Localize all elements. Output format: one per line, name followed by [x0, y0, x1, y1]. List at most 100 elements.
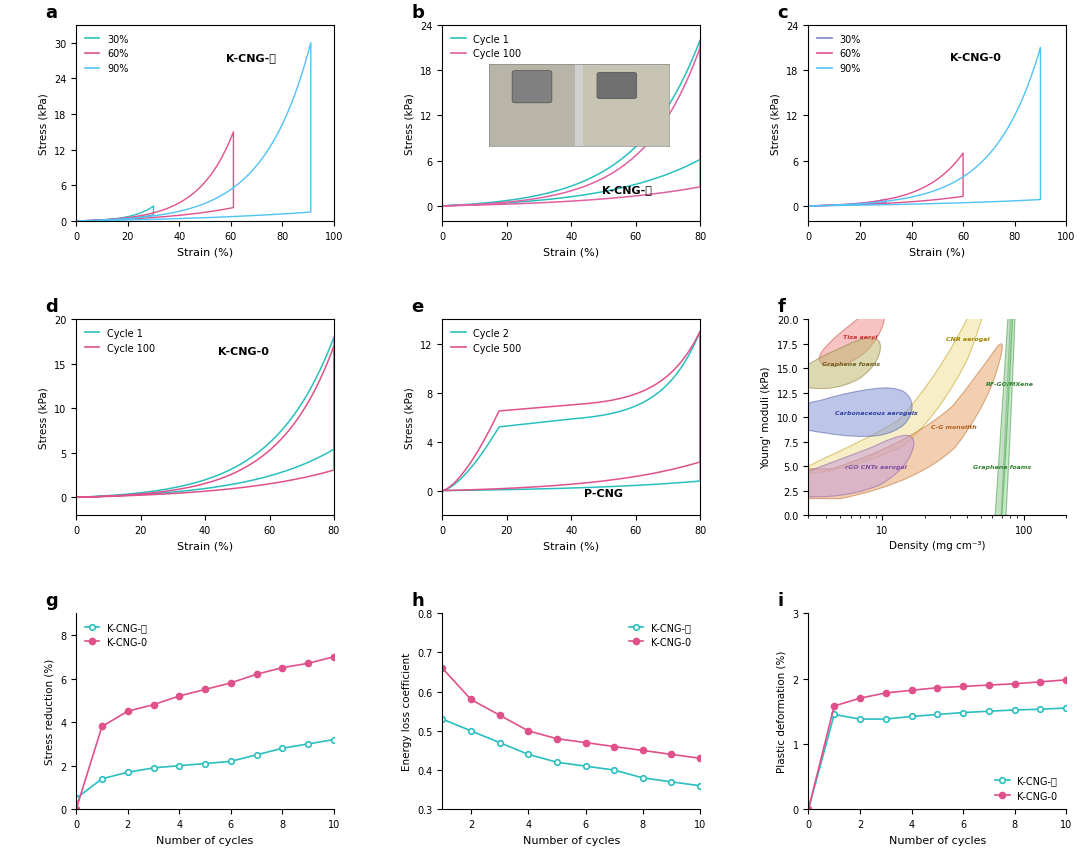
- K-CNG-電: [1060, 703, 1073, 713]
- Line: K-CNG-電: K-CNG-電: [805, 705, 1070, 812]
- Y-axis label: Stress (kPa): Stress (kPa): [38, 93, 49, 155]
- X-axis label: Strain (%): Strain (%): [910, 247, 965, 257]
- X-axis label: Strain (%): Strain (%): [543, 541, 599, 551]
- Ellipse shape: [996, 94, 1022, 673]
- Ellipse shape: [819, 308, 885, 367]
- Text: RF-GO/MXene: RF-GO/MXene: [986, 381, 1034, 386]
- Line: K-CNG-0: K-CNG-0: [73, 653, 337, 813]
- K-CNG-0: [931, 683, 944, 693]
- K-CNG-0: [956, 681, 969, 691]
- K-CNG-0: [636, 746, 650, 756]
- K-CNG-電: [636, 773, 650, 784]
- Y-axis label: Plastic deformation (%): Plastic deformation (%): [777, 650, 787, 772]
- K-CNG-電: [607, 765, 620, 775]
- Ellipse shape: [982, 198, 1017, 735]
- K-CNG-0: [522, 726, 535, 736]
- K-CNG-電: [301, 739, 314, 749]
- X-axis label: Strain (%): Strain (%): [177, 541, 233, 551]
- X-axis label: Number of cycles: Number of cycles: [522, 834, 620, 845]
- K-CNG-0: [693, 753, 706, 764]
- Text: CNR aerogel: CNR aerogel: [945, 337, 989, 342]
- Legend: K-CNG-電, K-CNG-0: K-CNG-電, K-CNG-0: [81, 618, 151, 651]
- Text: Graphene foams: Graphene foams: [821, 362, 880, 366]
- K-CNG-電: [879, 714, 892, 724]
- Text: Graphene foams: Graphene foams: [973, 464, 1030, 469]
- Text: ●: ●: [569, 102, 576, 108]
- X-axis label: Strain (%): Strain (%): [177, 247, 233, 257]
- Text: K-CNG-0: K-CNG-0: [950, 53, 1001, 63]
- Ellipse shape: [803, 205, 1007, 474]
- K-CNG-0: [879, 688, 892, 698]
- Legend: Cycle 1, Cycle 100: Cycle 1, Cycle 100: [447, 31, 526, 64]
- Text: d: d: [46, 298, 58, 316]
- K-CNG-0: [607, 741, 620, 752]
- X-axis label: Density (mg cm⁻³): Density (mg cm⁻³): [889, 541, 986, 551]
- K-CNG-0: [828, 701, 841, 711]
- Y-axis label: Stress (kPa): Stress (kPa): [38, 387, 49, 449]
- Text: c: c: [778, 4, 788, 22]
- K-CNG-0: [276, 663, 289, 673]
- K-CNG-電: [436, 714, 449, 724]
- Y-axis label: Energy loss coefficient: Energy loss coefficient: [401, 653, 411, 771]
- Text: K-CNG-電: K-CNG-電: [225, 53, 275, 63]
- Text: Carbonaceous aerogels: Carbonaceous aerogels: [834, 410, 917, 415]
- K-CNG-電: [1009, 705, 1022, 715]
- Y-axis label: Stress reduction (%): Stress reduction (%): [45, 659, 54, 765]
- Text: e: e: [411, 298, 423, 316]
- Text: K-CNG-電: K-CNG-電: [602, 184, 652, 195]
- K-CNG-0: [173, 691, 186, 702]
- K-CNG-0: [493, 710, 506, 721]
- Ellipse shape: [757, 436, 914, 498]
- K-CNG-電: [250, 750, 263, 760]
- K-CNG-電: [522, 749, 535, 759]
- X-axis label: Number of cycles: Number of cycles: [157, 834, 254, 845]
- K-CNG-電: [1034, 704, 1047, 715]
- Text: Tisa aeryl: Tisa aeryl: [843, 335, 878, 340]
- K-CNG-0: [905, 685, 918, 696]
- K-CNG-0: [982, 680, 996, 691]
- Legend: Cycle 1, Cycle 100: Cycle 1, Cycle 100: [81, 325, 159, 357]
- K-CNG-電: [70, 793, 83, 803]
- K-CNG-電: [276, 743, 289, 753]
- K-CNG-0: [224, 678, 237, 688]
- Line: K-CNG-0: K-CNG-0: [440, 666, 703, 761]
- Line: K-CNG-電: K-CNG-電: [440, 716, 703, 789]
- K-CNG-電: [173, 760, 186, 771]
- K-CNG-0: [70, 804, 83, 815]
- Y-axis label: Stress (kPa): Stress (kPa): [405, 387, 415, 449]
- Text: P-CNG: P-CNG: [584, 488, 623, 498]
- Line: K-CNG-0: K-CNG-0: [805, 677, 1070, 813]
- K-CNG-0: [1060, 675, 1073, 685]
- K-CNG-電: [956, 708, 969, 718]
- K-CNG-電: [465, 726, 478, 736]
- Legend: K-CNG-電, K-CNG-0: K-CNG-電, K-CNG-0: [625, 618, 695, 651]
- Line: K-CNG-電: K-CNG-電: [73, 737, 337, 802]
- Legend: K-CNG-電, K-CNG-0: K-CNG-電, K-CNG-0: [991, 771, 1062, 804]
- K-CNG-0: [802, 804, 815, 815]
- K-CNG-電: [579, 761, 592, 771]
- Y-axis label: Stress (kPa): Stress (kPa): [405, 93, 415, 155]
- K-CNG-0: [551, 734, 564, 744]
- Y-axis label: Young' moduli (kPa): Young' moduli (kPa): [762, 367, 771, 468]
- Text: h: h: [411, 592, 424, 610]
- Ellipse shape: [776, 388, 912, 437]
- K-CNG-0: [147, 700, 160, 710]
- X-axis label: Strain (%): Strain (%): [543, 247, 599, 257]
- K-CNG-0: [853, 693, 866, 703]
- K-CNG-電: [665, 777, 678, 787]
- K-CNG-0: [327, 652, 341, 662]
- Text: C-G monolith: C-G monolith: [931, 424, 977, 430]
- K-CNG-電: [224, 756, 237, 766]
- K-CNG-0: [96, 722, 109, 732]
- K-CNG-電: [327, 734, 341, 745]
- K-CNG-電: [828, 709, 841, 720]
- K-CNG-0: [121, 706, 134, 716]
- Text: f: f: [778, 298, 786, 316]
- Text: K-CNG-0: K-CNG-0: [218, 347, 269, 357]
- K-CNG-電: [982, 706, 996, 716]
- K-CNG-0: [1034, 677, 1047, 687]
- K-CNG-0: [250, 669, 263, 679]
- K-CNG-0: [436, 663, 449, 673]
- K-CNG-電: [905, 711, 918, 722]
- Y-axis label: Stress (kPa): Stress (kPa): [770, 93, 781, 155]
